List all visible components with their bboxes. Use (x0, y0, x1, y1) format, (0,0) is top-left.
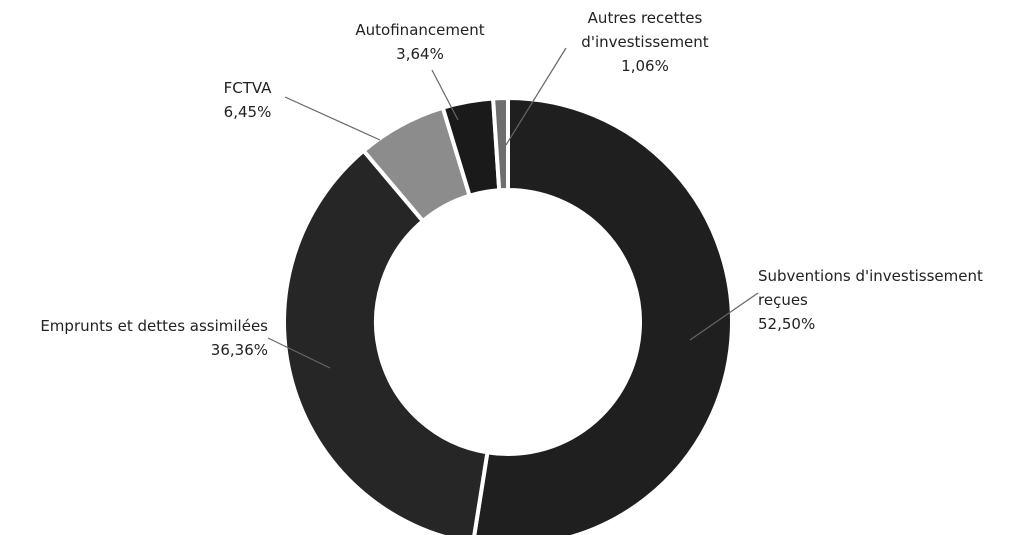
slice-label: Autofinancement 3,64% (335, 18, 505, 66)
slice (282, 147, 490, 535)
leader-line (284, 96, 381, 141)
value-label: 52,50% (758, 315, 816, 333)
donut (282, 95, 734, 535)
leader-line (431, 69, 459, 121)
slice-label: Subventions d'investissement reçues 52,50… (758, 264, 1020, 336)
slice-label: Emprunts et dettes assimilées 36,36% (0, 314, 268, 362)
category-label: Autres recettes d'investissement (581, 9, 709, 51)
slice (472, 95, 734, 535)
value-label: 3,64% (396, 45, 444, 63)
category-label: Emprunts et dettes assimilées (40, 317, 268, 335)
slice (490, 95, 510, 193)
leader-line (689, 292, 759, 341)
slice-label: Autres recettes d'investissement 1,06% (560, 6, 730, 78)
category-label: Subventions d'investissement reçues (758, 267, 983, 309)
category-label: Autofinancement (355, 21, 485, 39)
category-label: FCTVA (223, 79, 272, 97)
value-label: 36,36% (210, 341, 268, 359)
leader-line (267, 337, 331, 369)
slice-label: FCTVA 6,45% (200, 76, 295, 124)
value-label: 1,06% (621, 57, 669, 75)
value-label: 6,45% (223, 103, 272, 121)
leader-line (505, 47, 567, 146)
